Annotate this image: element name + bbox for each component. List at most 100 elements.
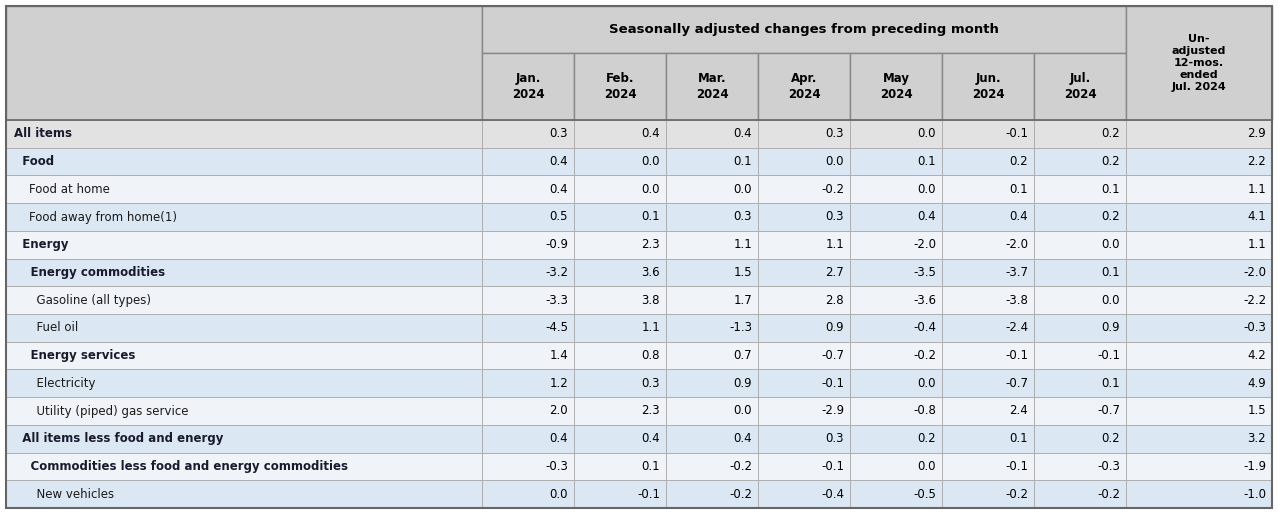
Bar: [1034, 53, 1126, 120]
Text: New vehicles: New vehicles: [14, 488, 114, 501]
Bar: [758, 53, 850, 120]
Bar: [482, 370, 574, 397]
Bar: [758, 425, 850, 452]
Text: 0.3: 0.3: [642, 377, 659, 390]
Text: 0.3: 0.3: [826, 127, 843, 140]
Bar: [666, 397, 758, 425]
Bar: [666, 370, 758, 397]
Text: -0.8: -0.8: [912, 405, 935, 417]
Text: -0.1: -0.1: [1005, 127, 1028, 140]
Bar: [666, 314, 758, 342]
Text: -0.2: -0.2: [912, 349, 935, 362]
Text: 0.0: 0.0: [734, 183, 751, 196]
Bar: [6, 259, 482, 286]
Text: 0.2: 0.2: [918, 432, 935, 445]
Text: -0.2: -0.2: [1005, 488, 1028, 501]
Bar: [942, 425, 1034, 452]
Bar: [1126, 370, 1272, 397]
Text: Fuel oil: Fuel oil: [14, 321, 78, 335]
Text: Jun.
2024: Jun. 2024: [971, 72, 1005, 101]
Bar: [1126, 286, 1272, 314]
Bar: [1034, 148, 1126, 175]
Bar: [574, 480, 666, 508]
Bar: [574, 370, 666, 397]
Text: 2.7: 2.7: [826, 266, 843, 279]
Text: -1.0: -1.0: [1243, 488, 1266, 501]
Bar: [850, 259, 942, 286]
Bar: [6, 175, 482, 203]
Bar: [1126, 314, 1272, 342]
Bar: [482, 203, 574, 231]
Text: -0.7: -0.7: [1005, 377, 1028, 390]
Bar: [942, 397, 1034, 425]
Bar: [482, 425, 574, 452]
Bar: [666, 231, 758, 259]
Bar: [1126, 231, 1272, 259]
Bar: [942, 120, 1034, 148]
Text: 1.2: 1.2: [550, 377, 567, 390]
Text: 2.3: 2.3: [642, 238, 659, 251]
Text: -3.7: -3.7: [1005, 266, 1028, 279]
Bar: [6, 397, 482, 425]
Bar: [1126, 480, 1272, 508]
Text: Jan.
2024: Jan. 2024: [511, 72, 544, 101]
Bar: [942, 342, 1034, 370]
Bar: [666, 259, 758, 286]
Text: Energy commodities: Energy commodities: [14, 266, 165, 279]
Text: 0.0: 0.0: [918, 460, 935, 473]
Text: -3.6: -3.6: [912, 293, 935, 307]
Bar: [1126, 6, 1272, 120]
Text: Un-
adjusted
12-mos.
ended
Jul. 2024: Un- adjusted 12-mos. ended Jul. 2024: [1172, 34, 1227, 92]
Bar: [6, 452, 482, 480]
Text: 0.2: 0.2: [1102, 155, 1120, 168]
Bar: [6, 314, 482, 342]
Bar: [942, 259, 1034, 286]
Text: 1.1: 1.1: [642, 321, 659, 335]
Bar: [482, 148, 574, 175]
Text: Electricity: Electricity: [14, 377, 96, 390]
Text: 0.1: 0.1: [642, 211, 659, 224]
Text: 2.3: 2.3: [642, 405, 659, 417]
Text: 0.0: 0.0: [642, 155, 659, 168]
Bar: [758, 259, 850, 286]
Bar: [1126, 148, 1272, 175]
Bar: [482, 480, 574, 508]
Bar: [482, 259, 574, 286]
Text: 0.3: 0.3: [826, 211, 843, 224]
Text: -3.3: -3.3: [546, 293, 567, 307]
Bar: [1034, 452, 1126, 480]
Bar: [758, 175, 850, 203]
Text: -0.1: -0.1: [1005, 460, 1028, 473]
Bar: [758, 286, 850, 314]
Bar: [1126, 425, 1272, 452]
Text: -3.5: -3.5: [912, 266, 935, 279]
Text: All items: All items: [14, 127, 72, 140]
Bar: [1034, 203, 1126, 231]
Text: 0.0: 0.0: [550, 488, 567, 501]
Bar: [6, 480, 482, 508]
Bar: [482, 53, 574, 120]
Bar: [850, 175, 942, 203]
Bar: [666, 203, 758, 231]
Bar: [850, 314, 942, 342]
Bar: [666, 342, 758, 370]
Text: -0.1: -0.1: [1005, 349, 1028, 362]
Bar: [482, 342, 574, 370]
Text: -3.2: -3.2: [544, 266, 567, 279]
Bar: [574, 397, 666, 425]
Bar: [574, 314, 666, 342]
Bar: [482, 314, 574, 342]
Bar: [574, 203, 666, 231]
Bar: [666, 480, 758, 508]
Text: 1.4: 1.4: [550, 349, 567, 362]
Bar: [850, 53, 942, 120]
Bar: [850, 231, 942, 259]
Text: 0.8: 0.8: [642, 349, 659, 362]
Bar: [850, 425, 942, 452]
Text: 0.2: 0.2: [1102, 127, 1120, 140]
Text: 0.0: 0.0: [918, 377, 935, 390]
Bar: [1034, 286, 1126, 314]
Text: 0.3: 0.3: [826, 432, 843, 445]
Text: 0.9: 0.9: [734, 377, 751, 390]
Text: 3.2: 3.2: [1247, 432, 1266, 445]
